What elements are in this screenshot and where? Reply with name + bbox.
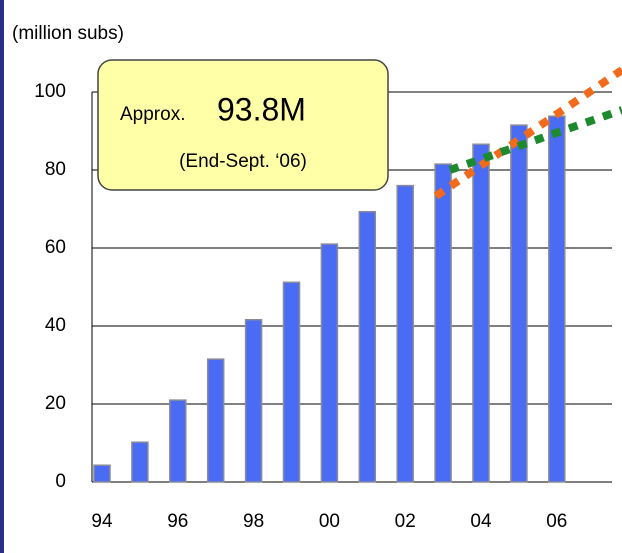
bar	[320, 243, 339, 483]
left-strip	[0, 0, 4, 553]
bar	[206, 358, 225, 483]
bar	[472, 143, 490, 483]
annotation-note: (End-Sept. ‘06)	[179, 151, 307, 172]
y-tick-label: 0	[55, 471, 66, 492]
y-tick-label: 20	[45, 393, 66, 414]
bar	[244, 319, 263, 483]
x-tick-label: 96	[167, 511, 188, 532]
trend-orange	[433, 66, 622, 200]
bar	[510, 124, 528, 483]
bar	[434, 163, 452, 483]
y-tick-label: 100	[34, 81, 66, 102]
x-tick-label: 94	[91, 511, 113, 532]
x-tick-label: 98	[243, 511, 264, 532]
y-axis-label: (million subs)	[12, 23, 124, 44]
annotation-prefix: Approx.	[120, 104, 185, 125]
x-tick-label: 06	[546, 511, 567, 532]
bar	[169, 399, 187, 483]
x-tick-label: 00	[319, 511, 340, 532]
annotation: Approx. 93.8M (End-Sept. ‘06)	[97, 59, 389, 191]
trend-green	[448, 106, 622, 174]
bar	[131, 441, 149, 483]
bar	[396, 184, 414, 483]
x-tick-label: 02	[395, 511, 416, 532]
bar	[93, 464, 111, 483]
trend-lines	[433, 66, 622, 200]
bar	[358, 210, 377, 483]
y-tick-label: 60	[45, 237, 66, 258]
bar	[548, 115, 566, 483]
bar	[282, 281, 301, 483]
annotation-value: 93.8M	[217, 91, 306, 127]
x-tick-label: 04	[470, 511, 492, 532]
y-tick-label: 40	[45, 315, 66, 336]
y-tick-label: 80	[45, 159, 66, 180]
annotation-box	[97, 59, 389, 191]
